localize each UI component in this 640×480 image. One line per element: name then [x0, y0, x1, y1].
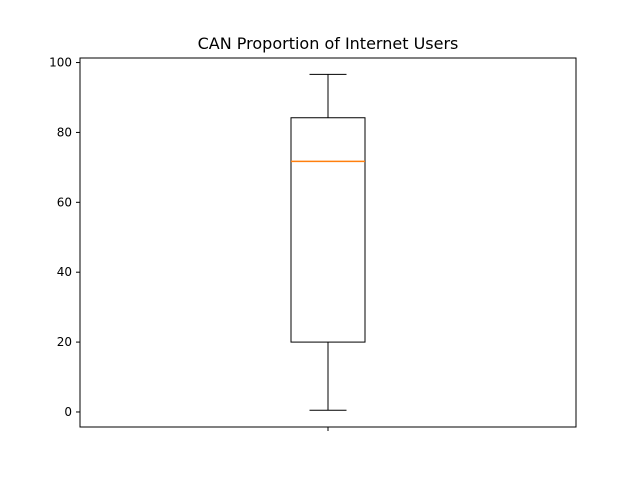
y-tick-label: 20	[57, 335, 72, 349]
y-tick-label: 60	[57, 195, 72, 209]
y-tick-label: 40	[57, 265, 72, 279]
box-group	[290, 73, 366, 411]
y-axis: 0 20 40 60 80 100	[49, 56, 80, 419]
y-tick-label: 100	[49, 56, 72, 70]
box-item	[290, 73, 366, 411]
y-tick-label: 80	[57, 125, 72, 139]
interquartile-box	[290, 117, 366, 343]
chart-title: CAN Proportion of Internet Users	[198, 34, 459, 53]
y-tick-label: 0	[64, 405, 72, 419]
